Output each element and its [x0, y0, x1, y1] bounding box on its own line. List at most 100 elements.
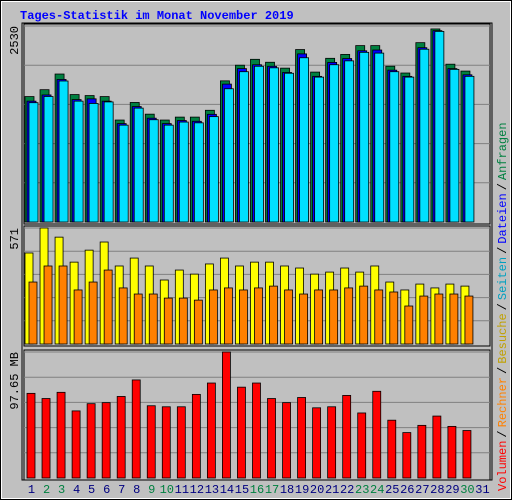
bar — [389, 291, 399, 345]
x-tick-label: 14 — [220, 483, 234, 497]
x-tick-label: 24 — [370, 483, 384, 497]
bar — [374, 289, 384, 345]
legend-entry: Dateien — [496, 193, 510, 243]
bar — [389, 71, 400, 223]
legend-separator: / — [496, 303, 510, 310]
legend-separator: / — [496, 247, 510, 254]
legend-entry: Rechner — [496, 377, 510, 427]
bar — [314, 289, 324, 345]
bar — [178, 121, 189, 223]
legend-separator: / — [496, 183, 510, 190]
legend: Volumen / Rechner / Besuche / Seiten / Dateien / A… — [496, 122, 510, 491]
bar — [419, 295, 429, 345]
bar — [464, 75, 475, 223]
bar — [148, 293, 158, 345]
bar — [118, 124, 129, 223]
bar — [88, 281, 98, 345]
x-tick-label: 22 — [340, 483, 354, 497]
bar — [284, 72, 294, 223]
x-tick-label: 9 — [148, 483, 155, 497]
bar — [419, 48, 430, 223]
bar — [329, 64, 340, 223]
x-tick-label: 10 — [160, 483, 174, 497]
bar — [43, 265, 53, 345]
x-tick-label: 29 — [445, 483, 459, 497]
bar — [161, 406, 171, 479]
bar — [133, 293, 143, 345]
bar — [372, 390, 382, 479]
x-tick-label: 20 — [310, 483, 324, 497]
x-tick-label: 26 — [400, 483, 414, 497]
x-tick-label: 23 — [355, 483, 369, 497]
bar — [224, 88, 234, 223]
x-tick-label: 25 — [385, 483, 399, 497]
bar — [176, 406, 186, 479]
legend-separator: / — [496, 430, 510, 437]
x-tick-label: 6 — [103, 483, 110, 497]
bar — [224, 287, 233, 345]
bar — [86, 403, 96, 479]
bar — [267, 398, 276, 479]
bar — [208, 116, 219, 223]
bar — [299, 57, 309, 223]
bar — [103, 101, 114, 223]
bar — [312, 407, 322, 479]
bar — [73, 289, 83, 345]
x-tick-label: 18 — [280, 483, 294, 497]
bar — [193, 299, 203, 345]
x-tick-label: 2 — [43, 483, 50, 497]
y-max-label: 97.65 MB — [8, 352, 22, 410]
x-tick-label: 7 — [118, 483, 125, 497]
bar — [237, 386, 246, 479]
bar — [193, 122, 204, 223]
bar — [103, 269, 113, 345]
bar — [254, 287, 263, 345]
bar — [28, 102, 39, 223]
x-tick-label: 8 — [133, 483, 140, 497]
bar — [432, 415, 442, 479]
x-tick-label: 4 — [73, 483, 80, 497]
legend-entry: Besuche — [496, 313, 510, 363]
bar — [71, 410, 81, 479]
bar — [344, 287, 354, 345]
bar — [131, 379, 141, 479]
bar — [357, 412, 367, 479]
bar — [449, 68, 460, 223]
x-tick-label: 1 — [28, 483, 35, 497]
bar — [133, 107, 144, 223]
bar — [146, 405, 156, 479]
bar — [239, 289, 248, 345]
x-tick-label: 13 — [205, 483, 219, 497]
bar — [434, 293, 444, 345]
bar — [417, 424, 427, 479]
bar — [41, 398, 51, 479]
x-tick-label: 16 — [250, 483, 264, 497]
bar — [344, 60, 355, 223]
bar — [342, 395, 352, 479]
bar — [462, 430, 472, 479]
bar — [191, 393, 201, 479]
legend-entry: Volumen — [496, 441, 510, 491]
bar — [359, 285, 369, 345]
bar — [206, 382, 216, 479]
bar — [254, 65, 264, 223]
bar — [88, 103, 99, 223]
bar — [56, 391, 66, 479]
bar — [434, 31, 445, 223]
bar — [299, 293, 308, 345]
legend-entry: Anfragen — [496, 122, 510, 180]
bar — [118, 287, 128, 345]
bar — [404, 76, 415, 223]
bar — [269, 285, 278, 345]
bar — [329, 289, 339, 345]
bar — [178, 297, 188, 345]
bar — [387, 419, 397, 479]
bar — [58, 80, 69, 223]
bar — [447, 425, 457, 479]
bar — [148, 119, 159, 223]
x-tick-label: 27 — [415, 483, 429, 497]
x-tick-label: 5 — [88, 483, 95, 497]
bar — [327, 406, 337, 479]
bar — [269, 67, 279, 223]
bar — [404, 305, 414, 345]
